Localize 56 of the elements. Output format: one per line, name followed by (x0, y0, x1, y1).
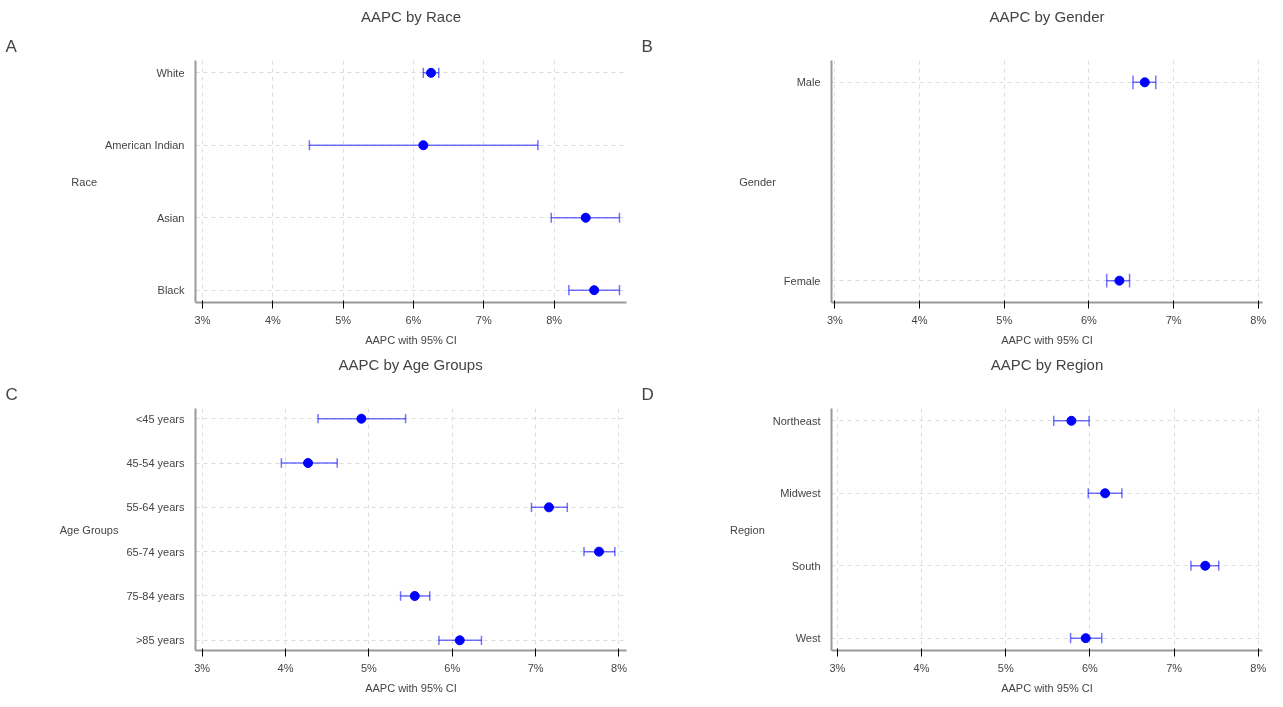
x-tick-label: 3% (194, 313, 211, 326)
y-axis-title: Age Groups (59, 523, 119, 536)
x-axis-title: AAPC with 95% CI (1001, 681, 1093, 694)
chart-title: AAPC by Race (360, 7, 462, 25)
chart-title: AAPC by Age Groups (338, 355, 483, 373)
y-axis-title: Gender (739, 175, 777, 188)
x-tick-label: 7% (527, 661, 544, 674)
text: C (5, 384, 18, 404)
y-tick-label: 65-74 years (126, 545, 185, 558)
chart-title: AAPC by Gender (989, 7, 1105, 25)
x-tick-label: 3% (194, 661, 211, 674)
x-axis-title: AAPC with 95% CI (365, 333, 457, 346)
x-tick-label: 3% (829, 661, 846, 674)
x-tick-label: 5% (360, 661, 378, 674)
y-axis-title: Region (729, 523, 765, 536)
x-tick-label: 6% (1081, 661, 1099, 674)
x-tick-label: 7% (475, 313, 492, 326)
y-tick-label: Female (783, 274, 821, 287)
x-tick-label: 5% (335, 313, 352, 326)
x-tick-label: 7% (1165, 313, 1182, 326)
y-tick-label: >85 years (135, 634, 185, 647)
text: D (641, 384, 654, 404)
x-tick-label: 4% (277, 661, 294, 674)
y-tick-label: Midwest (780, 487, 821, 500)
x-tick-label: 5% (997, 661, 1014, 674)
y-tick-label: Northeast (772, 414, 821, 427)
x-tick-label: 8% (1250, 313, 1267, 326)
x-axis-title: AAPC with 95% CI (1001, 333, 1093, 346)
text: B (641, 36, 653, 56)
y-tick-label: West (795, 632, 821, 645)
x-tick-label: 6% (444, 661, 461, 674)
x-tick-label: 8% (1250, 661, 1267, 674)
y-tick-label: <45 years (135, 412, 185, 425)
x-tick-label: 8% (611, 661, 628, 674)
x-tick-label: 3% (826, 313, 844, 326)
y-tick-label: 75-84 years (126, 589, 185, 602)
y-tick-label: Male (796, 76, 821, 89)
x-tick-label: 8% (546, 313, 563, 326)
x-tick-label: 7% (1166, 661, 1183, 674)
y-tick-label: South (791, 559, 821, 572)
x-tick-label: 5% (996, 313, 1013, 326)
y-tick-label: American Indian (105, 139, 185, 152)
x-axis-title: AAPC with 95% CI (365, 681, 457, 694)
x-tick-label: 6% (405, 313, 422, 326)
y-tick-label: Black (157, 284, 185, 297)
y-tick-label: Asian (156, 211, 185, 224)
text: A (5, 36, 18, 56)
y-tick-label: 55-64 years (126, 501, 185, 514)
y-axis-title: Race (71, 175, 98, 188)
x-tick-label: 6% (1080, 313, 1098, 326)
chart-title: AAPC by Region (990, 355, 1104, 373)
x-tick-label: 4% (913, 661, 930, 674)
x-tick-label: 4% (911, 313, 928, 326)
y-tick-label: 45-54 years (126, 457, 185, 470)
y-tick-label: White (156, 66, 185, 79)
x-tick-label: 4% (264, 313, 282, 326)
